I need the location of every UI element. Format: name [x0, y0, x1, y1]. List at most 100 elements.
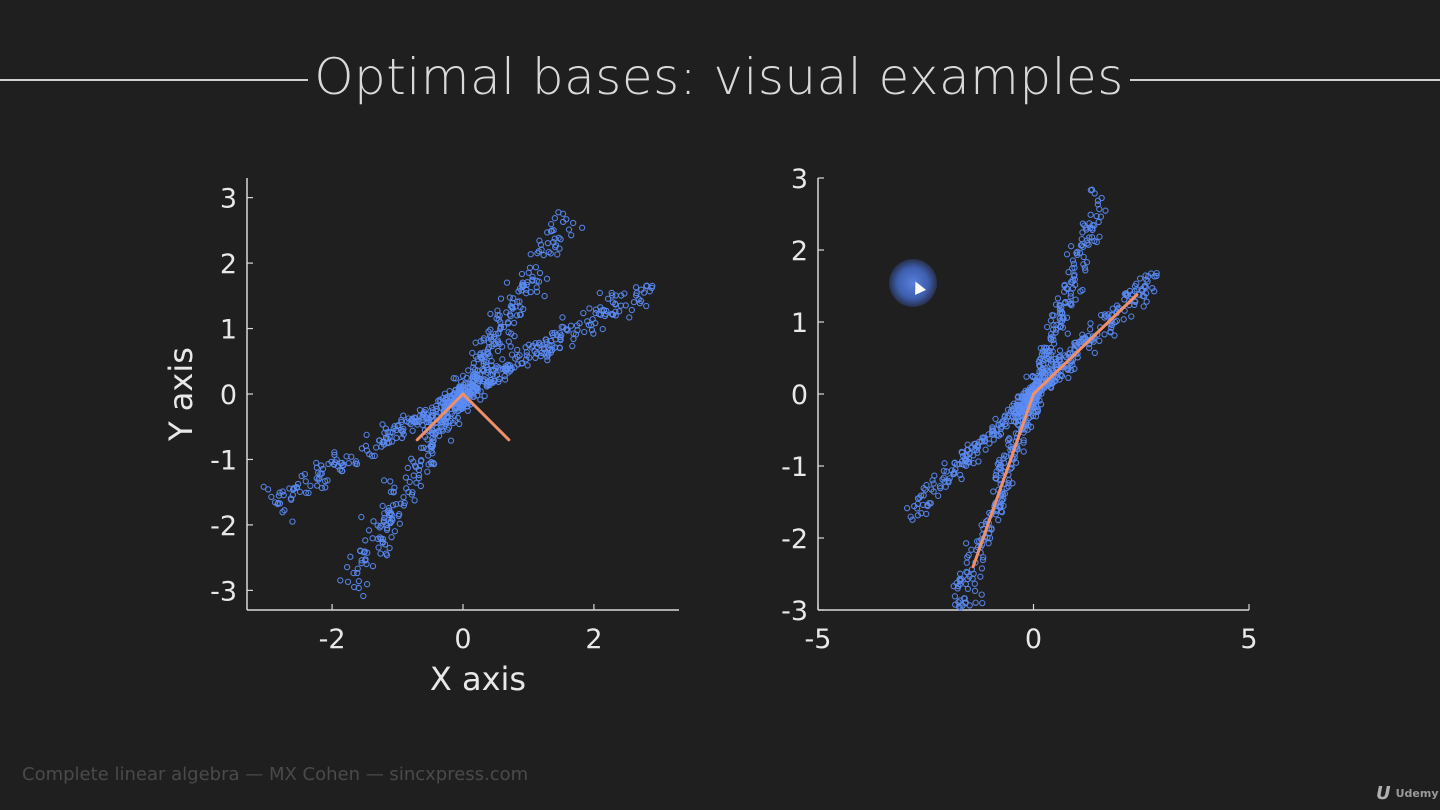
data-point	[522, 344, 529, 351]
data-point	[997, 470, 1005, 477]
data-point	[501, 372, 508, 380]
data-point	[941, 478, 948, 485]
data-point	[1080, 335, 1087, 343]
data-point	[962, 599, 969, 606]
y-tick-label: 1	[791, 308, 808, 339]
data-point	[966, 459, 973, 466]
data-point	[643, 302, 650, 310]
data-point	[1091, 349, 1098, 357]
data-point	[1141, 282, 1148, 290]
data-point	[581, 328, 588, 336]
data-point	[992, 415, 999, 423]
data-point	[318, 484, 326, 492]
data-point	[506, 294, 513, 301]
data-point	[1140, 303, 1147, 310]
data-point	[909, 516, 916, 523]
x-tick-label: 2	[585, 624, 602, 655]
data-point	[469, 377, 477, 385]
data-point	[505, 338, 512, 345]
data-point	[279, 509, 286, 516]
data-point	[307, 482, 314, 489]
data-point	[424, 436, 431, 443]
data-point	[460, 402, 467, 409]
y-tick-label: 0	[791, 380, 808, 411]
y-tick-label: -1	[781, 452, 808, 483]
basis-vector	[1032, 293, 1139, 396]
data-point	[1067, 290, 1075, 297]
data-point	[1143, 298, 1150, 305]
data-point	[1047, 336, 1054, 343]
data-point	[1063, 251, 1071, 258]
data-point	[1080, 253, 1087, 261]
data-point	[1095, 218, 1102, 226]
x-axis-label: X axis	[430, 660, 526, 698]
data-point	[1029, 373, 1036, 381]
data-point	[344, 578, 352, 586]
data-point	[1153, 272, 1160, 280]
data-point	[973, 538, 981, 545]
data-point	[590, 330, 597, 337]
data-point	[315, 469, 322, 476]
data-point	[532, 264, 540, 271]
data-point	[260, 483, 267, 490]
data-point	[586, 305, 593, 312]
data-point	[942, 483, 949, 490]
data-point	[410, 472, 417, 479]
data-point	[389, 517, 396, 524]
data-point	[382, 425, 390, 432]
data-point	[573, 322, 581, 329]
data-point	[584, 318, 591, 325]
data-point	[315, 476, 322, 483]
data-point	[1149, 284, 1156, 292]
y-tick-label: -3	[781, 596, 808, 627]
data-point	[1087, 320, 1094, 327]
data-point	[1022, 387, 1029, 394]
data-point	[432, 430, 439, 438]
data-point	[343, 563, 351, 571]
data-point	[1047, 383, 1054, 390]
y-tick-label: 3	[791, 164, 808, 195]
data-point	[358, 557, 365, 564]
data-point	[964, 441, 971, 448]
data-point	[990, 436, 998, 443]
data-point	[1078, 242, 1086, 249]
data-point	[1063, 353, 1070, 361]
data-point	[500, 323, 508, 331]
data-point	[416, 412, 424, 419]
data-point	[992, 511, 999, 518]
data-point	[287, 495, 294, 502]
data-point	[1101, 331, 1108, 338]
data-point	[302, 489, 310, 496]
data-point	[1111, 332, 1118, 339]
data-point	[450, 392, 457, 399]
data-point	[943, 468, 950, 475]
data-point	[1068, 302, 1075, 309]
data-point	[536, 237, 543, 244]
data-point	[1050, 336, 1057, 343]
data-point	[425, 452, 432, 459]
data-point	[1079, 229, 1086, 236]
data-point	[328, 458, 335, 466]
data-point	[990, 488, 997, 495]
data-point	[524, 362, 531, 369]
data-point	[1063, 285, 1070, 292]
data-point	[275, 499, 282, 507]
data-point	[268, 493, 275, 501]
data-point	[961, 595, 968, 602]
data-point	[360, 592, 367, 600]
data-point	[1047, 317, 1055, 324]
data-point	[424, 468, 431, 475]
data-point	[927, 500, 934, 507]
data-point	[570, 335, 577, 343]
data-point	[294, 480, 302, 488]
data-point	[469, 382, 476, 389]
data-point	[1005, 441, 1012, 448]
data-point	[1096, 233, 1103, 240]
data-point	[518, 360, 525, 367]
data-point	[469, 349, 476, 357]
data-point	[1033, 378, 1040, 385]
data-point	[519, 283, 526, 291]
data-point	[1067, 367, 1075, 374]
data-point	[1005, 480, 1012, 487]
data-point	[1058, 372, 1066, 380]
